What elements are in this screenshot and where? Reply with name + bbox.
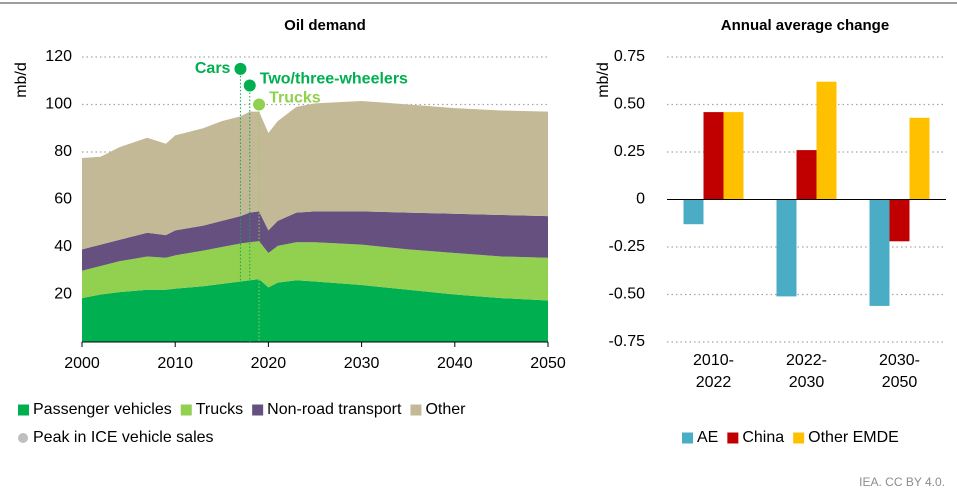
peak-label: Trucks xyxy=(269,90,321,107)
area xyxy=(82,211,548,271)
y-tick-label: 60 xyxy=(54,191,72,208)
legend-label: Non-road transport xyxy=(267,401,402,418)
bar xyxy=(703,112,724,200)
x-tick-label: 2010 xyxy=(157,355,193,372)
bar xyxy=(776,199,797,297)
peak-marker xyxy=(234,62,247,75)
bar xyxy=(816,81,837,200)
bar xyxy=(683,199,704,225)
legend-marker xyxy=(252,404,264,416)
y-tick-label: 20 xyxy=(54,286,72,303)
y-tick-label: 100 xyxy=(45,96,72,113)
legend-label: Passenger vehicles xyxy=(33,401,172,418)
legend-label: Peak in ICE vehicle sales xyxy=(33,429,214,446)
legend-marker xyxy=(727,432,739,444)
bar xyxy=(909,117,930,200)
y-tick-label: 0 xyxy=(636,191,645,208)
y-axis-label: mb/d xyxy=(595,62,612,98)
y-tick-label: 40 xyxy=(54,238,72,255)
legend-marker xyxy=(682,432,693,444)
legend-label: China xyxy=(742,429,784,446)
x-tick-label: 2030 xyxy=(344,355,380,372)
chart-title: Annual average change xyxy=(721,17,889,34)
y-tick-label: 80 xyxy=(54,143,72,160)
y-tick-label: 0.50 xyxy=(614,96,645,113)
y-tick-label: 120 xyxy=(45,48,72,65)
legend-label: AE xyxy=(697,429,718,446)
legend-marker xyxy=(180,404,192,416)
bar xyxy=(796,150,817,200)
legend-marker xyxy=(410,404,422,416)
area xyxy=(82,279,548,342)
y-tick-label: -0.25 xyxy=(609,238,646,255)
legend-marker xyxy=(18,433,28,443)
source: IEA. CC BY 4.0. xyxy=(859,475,945,489)
peak-label: Two/three-wheelers xyxy=(260,71,408,88)
x-tick-label: 2000 xyxy=(64,355,100,372)
bar xyxy=(889,199,910,242)
bar xyxy=(869,199,890,306)
area xyxy=(82,100,548,250)
area xyxy=(82,241,548,301)
chart-title: Oil demand xyxy=(284,17,366,34)
y-tick-label: 0.25 xyxy=(614,143,645,160)
y-tick-label: -0.75 xyxy=(609,333,646,350)
legend-marker xyxy=(18,404,29,416)
x-tick-label: 2022-2030 xyxy=(786,352,827,391)
legend-marker xyxy=(793,432,805,444)
legend-label: Other EMDE xyxy=(808,429,899,446)
x-tick-label: 2010-2022 xyxy=(693,352,734,391)
legend-label: Other xyxy=(425,401,466,418)
x-tick-label: 2050 xyxy=(530,355,566,372)
peak-label: Cars xyxy=(195,60,231,77)
y-tick-label: 0.75 xyxy=(614,48,645,65)
peak-marker xyxy=(243,79,256,92)
x-tick-label: 2040 xyxy=(437,355,473,372)
peak-marker xyxy=(253,98,266,111)
y-tick-label: -0.50 xyxy=(609,286,646,303)
x-tick-label: 2020 xyxy=(251,355,287,372)
y-axis-label: mb/d xyxy=(13,62,30,98)
x-tick-label: 2030-2050 xyxy=(879,352,920,391)
bar xyxy=(723,112,744,200)
legend-label: Trucks xyxy=(196,401,243,418)
